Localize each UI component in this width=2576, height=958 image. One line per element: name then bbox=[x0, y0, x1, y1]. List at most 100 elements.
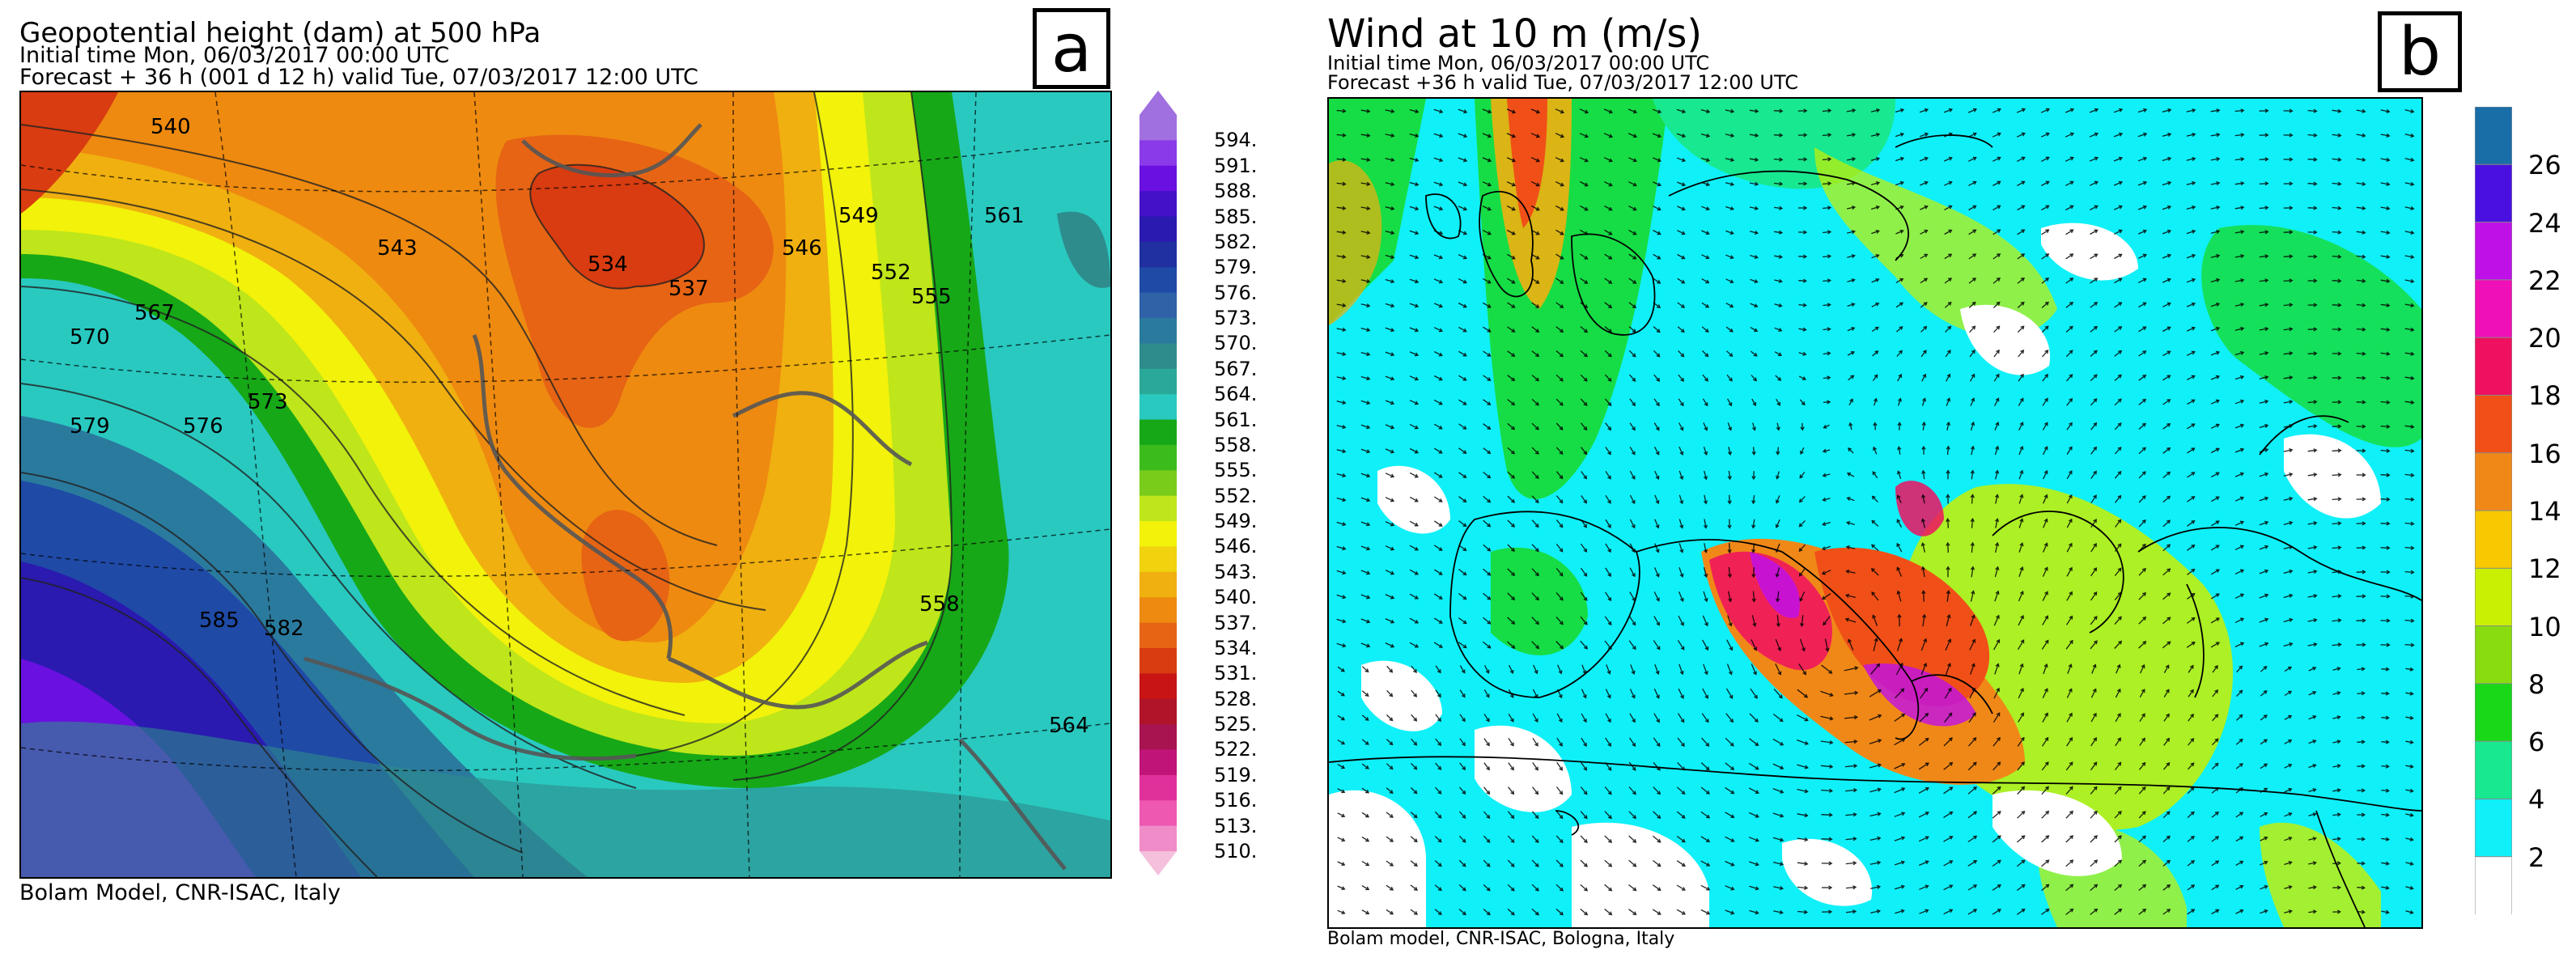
wind-vector bbox=[1531, 568, 1539, 576]
wind-vector bbox=[1483, 786, 1490, 795]
wind-vector-head bbox=[1901, 738, 1906, 743]
wind-vector-head bbox=[1776, 426, 1780, 431]
wind-vector-head bbox=[1583, 766, 1588, 771]
wind-vector bbox=[2405, 813, 2413, 816]
wind-vector-head bbox=[2118, 132, 2124, 137]
wind-vector bbox=[2259, 401, 2268, 404]
wind-vector bbox=[1701, 278, 1709, 283]
wind-vector bbox=[1555, 884, 1564, 892]
wind-vector-head bbox=[2362, 303, 2366, 307]
wind-vector-head bbox=[1679, 475, 1684, 481]
wind-vector bbox=[1604, 786, 1612, 795]
wind-vector bbox=[1725, 909, 1734, 914]
wind-vector-head bbox=[1632, 158, 1637, 163]
wind-vector bbox=[1410, 812, 1418, 818]
wind-vector-head bbox=[2019, 469, 2024, 474]
wind-vector-head bbox=[2264, 545, 2269, 549]
wind-vector bbox=[2404, 376, 2414, 379]
colorbar-b-swatch bbox=[2474, 106, 2513, 166]
wind-vector-head bbox=[1754, 230, 1759, 235]
wind-vector bbox=[1946, 614, 1950, 627]
wind-vector-head bbox=[2141, 663, 2145, 669]
wind-vector bbox=[1943, 737, 1953, 747]
wind-vector-head bbox=[1342, 133, 1347, 138]
wind-vector-head bbox=[2362, 230, 2366, 235]
colorbar-b-tick-label: 18 bbox=[2528, 380, 2561, 412]
wind-vector bbox=[1921, 543, 1926, 553]
colorbar-a-tick-label: 591. bbox=[1214, 154, 1258, 177]
wind-vector-head bbox=[1608, 863, 1613, 867]
wind-vector bbox=[2162, 108, 2171, 113]
wind-vector-head bbox=[1848, 638, 1852, 643]
wind-vector-head bbox=[2264, 375, 2269, 380]
wind-vector-head bbox=[1846, 496, 1851, 501]
wind-vector-head bbox=[1366, 595, 1371, 600]
wind-vector-head bbox=[1415, 206, 1420, 211]
wind-vector bbox=[1604, 884, 1612, 892]
wind-vector bbox=[1507, 278, 1515, 284]
wind-vector bbox=[1628, 350, 1636, 358]
wind-vector-head bbox=[1390, 910, 1394, 915]
wind-vector-head bbox=[1462, 766, 1466, 771]
wind-vector bbox=[1385, 303, 1394, 307]
wind-vector-head bbox=[2336, 788, 2341, 793]
wind-vector bbox=[1409, 472, 1419, 478]
wind-vector bbox=[1433, 181, 1443, 186]
wind-vector-head bbox=[2118, 640, 2123, 645]
wind-vector-head bbox=[2118, 205, 2123, 210]
wind-vector-head bbox=[1681, 838, 1686, 843]
wind-vector bbox=[1943, 762, 1953, 770]
wind-vector-head bbox=[2289, 157, 2294, 162]
wind-vector-head bbox=[2264, 303, 2269, 307]
wind-vector-head bbox=[1995, 518, 2000, 523]
wind-vector bbox=[1603, 157, 1613, 162]
wind-vector bbox=[1531, 302, 1539, 308]
wind-vector bbox=[1897, 398, 1902, 406]
wind-vector-head bbox=[1728, 598, 1733, 603]
wind-vector bbox=[1458, 254, 1467, 259]
wind-vector bbox=[1652, 835, 1661, 843]
wind-vector-head bbox=[2141, 422, 2146, 427]
wind-vector bbox=[2041, 253, 2049, 260]
wind-vector-head bbox=[2045, 156, 2050, 161]
wind-vector bbox=[2090, 884, 2098, 892]
wind-vector bbox=[2137, 133, 2147, 138]
wind-vector bbox=[1531, 519, 1539, 528]
wind-vector bbox=[1869, 764, 1882, 769]
wind-vector-head bbox=[1534, 670, 1538, 675]
wind-vector-head bbox=[2142, 326, 2147, 331]
wind-vector bbox=[1920, 302, 1928, 308]
wind-vector-head bbox=[1510, 815, 1515, 820]
wind-vector-head bbox=[2312, 909, 2317, 914]
wind-vector-head bbox=[2117, 519, 2122, 524]
wind-vector-head bbox=[1584, 887, 1589, 892]
wind-vector bbox=[1434, 909, 1442, 915]
wind-vector bbox=[2114, 326, 2122, 333]
wind-vector-head bbox=[1802, 376, 1807, 380]
wind-vector-head bbox=[1780, 789, 1785, 794]
wind-vector-head bbox=[1877, 787, 1882, 792]
wind-vector-head bbox=[1559, 839, 1564, 844]
wind-vector-head bbox=[2069, 397, 2073, 402]
wind-vector-head bbox=[2166, 205, 2172, 210]
wind-vector-head bbox=[1924, 278, 1929, 282]
wind-vector bbox=[2332, 546, 2341, 549]
wind-vector bbox=[1703, 422, 1708, 430]
wind-vector bbox=[1409, 303, 1419, 307]
wind-vector bbox=[1411, 714, 1417, 722]
wind-vector-head bbox=[1437, 693, 1441, 698]
wind-vector-head bbox=[1415, 231, 1420, 235]
wind-vector bbox=[1337, 714, 1345, 721]
wind-vector bbox=[1677, 278, 1685, 284]
wind-vector bbox=[2114, 422, 2122, 430]
wind-vector-head bbox=[1779, 133, 1784, 138]
wind-vector-head bbox=[1583, 815, 1588, 820]
wind-vector-head bbox=[2312, 666, 2317, 671]
wind-vector bbox=[2332, 280, 2341, 282]
wind-vector bbox=[2210, 255, 2220, 258]
wind-vector-head bbox=[1728, 671, 1733, 676]
wind-vector-head bbox=[1755, 157, 1759, 162]
wind-vector bbox=[2162, 472, 2171, 478]
wind-vector-head bbox=[1875, 278, 1880, 282]
wind-vector bbox=[2114, 567, 2122, 577]
